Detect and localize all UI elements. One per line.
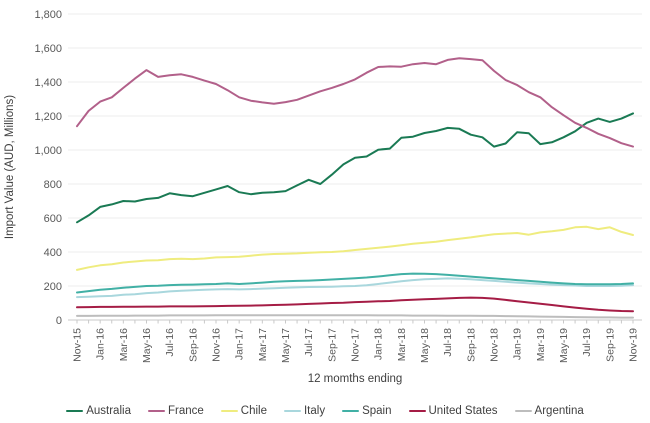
x-tick-label-Nov-19: Nov-19 bbox=[628, 328, 640, 362]
x-tick-label-Jan-17: Jan-17 bbox=[234, 328, 246, 360]
x-tick-label-Jan-19: Jan-19 bbox=[512, 328, 524, 360]
series-line-france bbox=[76, 57, 634, 148]
legend-label: Chile bbox=[240, 405, 267, 417]
y-tick-label-600: 600 bbox=[44, 213, 62, 225]
series-line-chile bbox=[76, 225, 634, 271]
legend-item-australia: Australia bbox=[66, 405, 131, 417]
x-tick-label-Sep-17: Sep-17 bbox=[326, 328, 338, 362]
y-tick-label-1400: 1,400 bbox=[34, 77, 62, 89]
legend-label: Italy bbox=[303, 405, 326, 417]
x-axis-title: 12 momths ending bbox=[308, 373, 403, 385]
y-axis-tick-labels: 0 200 400 600 800 1,000 1,200 1,400 1,600 1,800 bbox=[34, 9, 62, 327]
series-line-australia bbox=[76, 112, 634, 224]
legend-item-italy: Italy bbox=[283, 405, 326, 417]
legend-line-swatch bbox=[147, 409, 165, 413]
legend-line-swatch bbox=[66, 409, 84, 413]
series-line-united-states bbox=[76, 296, 634, 313]
legend-item-spain: Spain bbox=[342, 405, 392, 417]
y-tick-label-1000: 1,000 bbox=[34, 145, 62, 157]
series-line-argentina bbox=[76, 314, 634, 319]
gridlines bbox=[68, 13, 642, 287]
x-tick-label-May-19: May-19 bbox=[558, 328, 570, 363]
y-tick-label-1200: 1,200 bbox=[34, 111, 62, 123]
y-tick-label-1800: 1,800 bbox=[34, 9, 62, 21]
legend-label: Australia bbox=[86, 405, 131, 417]
x-tick-label-Jan-16: Jan-16 bbox=[95, 328, 107, 360]
x-tick-label-May-16: May-16 bbox=[141, 328, 153, 363]
legend-label: United States bbox=[428, 405, 498, 417]
x-tick-label-Mar-19: Mar-19 bbox=[535, 328, 547, 361]
x-tick-label-May-17: May-17 bbox=[280, 328, 292, 363]
x-tick-label-Sep-18: Sep-18 bbox=[465, 328, 477, 362]
legend-label: Spain bbox=[362, 405, 392, 417]
x-axis bbox=[68, 319, 642, 324]
x-tick-label-Nov-15: Nov-15 bbox=[72, 328, 84, 362]
legend-item-argentina: Argentina bbox=[514, 405, 584, 417]
legend-line-swatch bbox=[408, 409, 426, 413]
x-tick-label-Nov-16: Nov-16 bbox=[211, 328, 223, 362]
x-tick-label-Mar-17: Mar-17 bbox=[257, 328, 269, 361]
y-tick-label-800: 800 bbox=[44, 179, 62, 191]
legend-item-france: France bbox=[147, 405, 204, 417]
x-tick-label-Nov-18: Nov-18 bbox=[489, 328, 501, 362]
series-lines bbox=[76, 57, 634, 319]
legend-item-united-states: United States bbox=[408, 405, 498, 417]
legend-item-chile: Chile bbox=[220, 405, 267, 417]
series-line-spain bbox=[76, 272, 634, 294]
y-tick-label-400: 400 bbox=[44, 247, 62, 259]
legend-line-swatch bbox=[220, 409, 238, 413]
y-tick-label-0: 0 bbox=[56, 315, 62, 327]
x-tick-label-Nov-17: Nov-17 bbox=[350, 328, 362, 362]
series-line-italy bbox=[76, 277, 634, 299]
y-axis-title: Import Value (AUD, Millions) bbox=[4, 95, 16, 239]
x-tick-label-Jul-19: Jul-19 bbox=[581, 328, 593, 357]
legend-line-swatch bbox=[342, 409, 360, 413]
y-tick-label-200: 200 bbox=[44, 281, 62, 293]
x-tick-label-Jul-17: Jul-17 bbox=[303, 328, 315, 357]
legend-line-swatch bbox=[514, 409, 532, 413]
x-tick-label-Sep-19: Sep-19 bbox=[604, 328, 616, 362]
y-tick-label-1600: 1,600 bbox=[34, 43, 62, 55]
legend: Australia France Chile Italy Spain United Sta… bbox=[0, 405, 650, 417]
legend-label: Argentina bbox=[534, 405, 584, 417]
legend-label: France bbox=[167, 405, 204, 417]
x-axis-tick-labels: Nov-15 Jan-16 Mar-16 May-16 Jul-16 Sep-16 Nov-… bbox=[72, 328, 640, 363]
x-tick-label-Mar-16: Mar-16 bbox=[118, 328, 130, 361]
x-tick-label-Jan-18: Jan-18 bbox=[373, 328, 385, 360]
x-tick-label-May-18: May-18 bbox=[419, 328, 431, 363]
legend-line-swatch bbox=[283, 409, 301, 413]
x-tick-label-Mar-18: Mar-18 bbox=[396, 328, 408, 361]
x-tick-label-Sep-16: Sep-16 bbox=[187, 328, 199, 362]
x-tick-label-Jul-16: Jul-16 bbox=[164, 328, 176, 357]
x-tick-label-Jul-18: Jul-18 bbox=[442, 328, 454, 357]
